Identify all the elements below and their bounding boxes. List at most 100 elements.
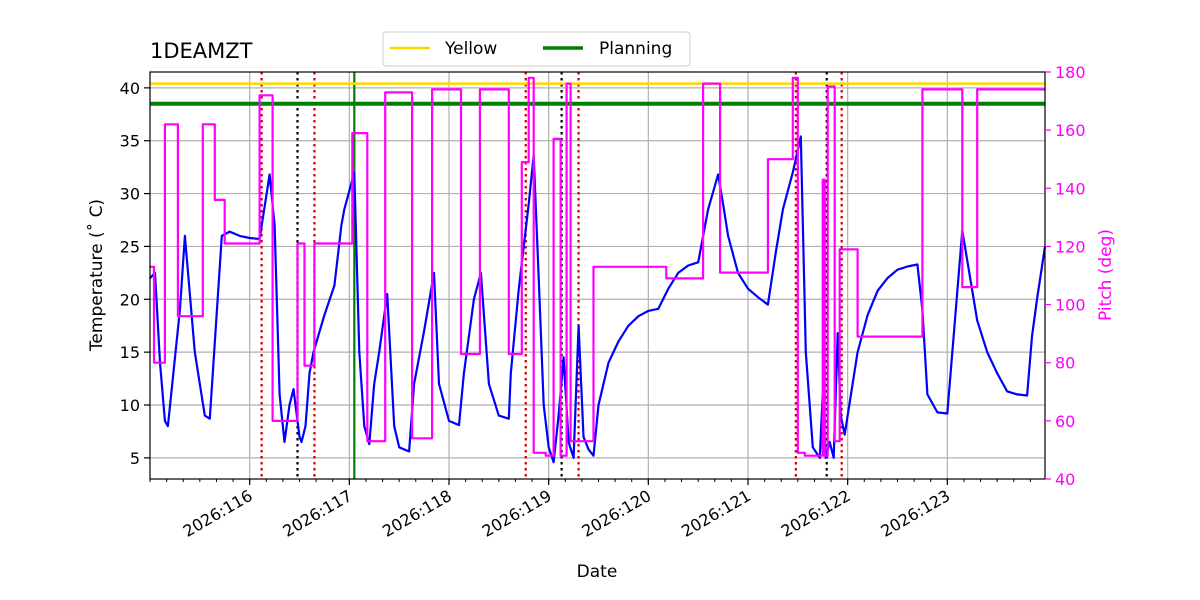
series-point-0-39: [408, 450, 410, 453]
series-point-1-14: [220, 199, 223, 201]
series-point-0-73: [647, 310, 650, 312]
series-point-0-27: [333, 284, 336, 287]
series-point-1-37: [384, 440, 387, 443]
series-point-0-42: [433, 272, 435, 274]
series-point-1-48: [507, 353, 510, 355]
y2-axis-title: Pitch (deg): [1096, 229, 1116, 321]
series-point-0-57: [542, 404, 545, 406]
series-point-1-45: [479, 353, 481, 355]
series-point-1-77: [792, 158, 794, 161]
series-point-0-3: [164, 420, 166, 422]
legend-label-planning: Planning: [599, 39, 672, 59]
series-point-0-35: [378, 351, 381, 353]
series-point-1-2: [153, 361, 155, 364]
series-point-0-75: [667, 287, 670, 290]
series-point-1-43: [460, 88, 462, 91]
series-point-0-53: [517, 287, 520, 290]
series-point-1-24: [296, 242, 299, 245]
series-point-1-71: [702, 277, 704, 280]
series-point-0-82: [727, 235, 729, 237]
series-point-1-31: [351, 242, 354, 245]
series-point-1-102: [1031, 88, 1033, 91]
y-tick-label-4: 25: [120, 237, 140, 256]
series-point-0-101: [851, 383, 854, 385]
series-point-1-88: [826, 85, 829, 88]
series-point-0-9: [208, 417, 211, 420]
y-tick-label-5: 30: [120, 185, 140, 204]
series-point-0-87: [775, 250, 777, 253]
series-point-1-4: [164, 123, 166, 126]
series-point-0-112: [946, 412, 949, 415]
series-point-0-117: [1006, 390, 1008, 393]
series-point-1-5: [177, 123, 179, 126]
series-point-1-40: [411, 437, 413, 440]
series-point-0-44: [448, 420, 450, 422]
series-point-1-90: [833, 440, 836, 443]
series-point-0-20: [292, 388, 295, 390]
series-point-1-15: [223, 199, 226, 201]
series-point-1-36: [370, 440, 373, 443]
series-point-0-30: [353, 171, 356, 174]
series-point-1-75: [767, 271, 769, 274]
series-point-1-92: [838, 248, 841, 251]
series-point-1-57: [552, 454, 555, 457]
series-point-1-10: [202, 123, 204, 126]
series-point-0-86: [767, 303, 769, 306]
series-point-0-18: [283, 441, 286, 443]
legend-box: [382, 31, 691, 67]
series-point-1-26: [303, 364, 306, 367]
series-point-1-68: [592, 265, 595, 268]
series-point-1-95: [921, 335, 924, 338]
series-point-1-99: [976, 286, 979, 288]
series-point-1-41: [431, 437, 433, 440]
series-point-1-89: [833, 85, 836, 88]
series-point-0-114: [976, 319, 979, 322]
series-point-0-64: [577, 324, 580, 327]
series-point-0-17: [278, 393, 281, 396]
series-point-0-13: [248, 237, 251, 239]
series-point-0-81: [722, 203, 724, 205]
series-point-0-12: [238, 235, 241, 237]
series-point-1-18: [258, 94, 261, 97]
series-point-0-60: [557, 414, 560, 417]
series-point-0-61: [562, 356, 565, 359]
series-point-0-103: [866, 314, 869, 316]
y-tick-label-0: 5: [130, 449, 140, 468]
series-point-0-100: [843, 433, 846, 436]
y2-tick-label-3: 100: [1055, 296, 1086, 315]
series-point-1-96: [921, 88, 924, 91]
series-point-0-91: [805, 351, 807, 353]
series-point-0-118: [1016, 393, 1018, 396]
series-point-1-55: [544, 452, 547, 454]
series-point-1-19: [271, 94, 274, 97]
series-point-0-16: [273, 224, 276, 227]
series-point-0-23: [304, 425, 307, 427]
series-point-0-85: [757, 296, 759, 298]
series-point-0-28: [340, 224, 343, 227]
y2-tick-label-5: 140: [1055, 179, 1086, 198]
series-point-1-97: [961, 88, 964, 91]
series-point-0-26: [323, 314, 326, 316]
series-point-0-84: [747, 287, 749, 290]
series-point-1-72: [702, 82, 704, 85]
series-point-0-54: [527, 203, 530, 205]
y-tick-label-7: 40: [120, 79, 140, 98]
series-point-0-70: [617, 340, 620, 343]
series-point-1-50: [520, 161, 523, 163]
series-point-0-97: [832, 457, 835, 459]
chart-title: 1DEAMZT: [150, 39, 253, 63]
series-point-0-46: [463, 372, 465, 375]
series-point-0-120: [1031, 335, 1033, 338]
limit-lines: [150, 82, 1045, 106]
series-point-0-88: [782, 208, 784, 211]
series-point-1-52: [527, 77, 530, 79]
series-point-1-20: [271, 420, 274, 422]
series: [149, 76, 1047, 464]
series-point-1-32: [351, 132, 354, 134]
series-point-1-25: [303, 242, 306, 245]
y2-tick-label-7: 180: [1055, 63, 1086, 82]
series-point-0-4: [167, 425, 169, 427]
series-point-1-85: [823, 178, 826, 181]
series-point-0-72: [637, 315, 640, 318]
